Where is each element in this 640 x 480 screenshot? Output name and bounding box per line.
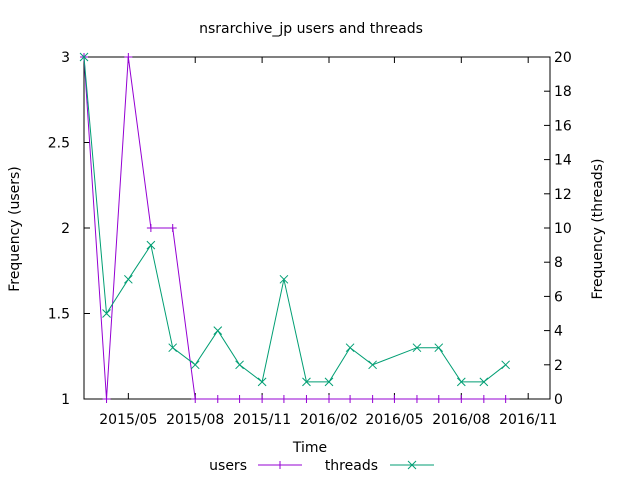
x-tick-label: 2016/05 xyxy=(365,412,423,428)
data-point-users xyxy=(102,395,111,403)
y-right-tick-label: 18 xyxy=(554,84,572,100)
legend-marker-users xyxy=(276,461,284,469)
data-point-users xyxy=(501,395,510,403)
data-point-users xyxy=(434,395,443,403)
data-point-threads xyxy=(345,343,355,353)
legend-marker-threads xyxy=(407,460,417,470)
data-point-threads xyxy=(479,377,489,387)
y-right-tick-label: 20 xyxy=(554,50,572,66)
data-point-threads xyxy=(123,274,133,284)
x-axis-label: Time xyxy=(292,440,327,456)
cross-marker-b xyxy=(213,326,223,335)
data-point-threads xyxy=(190,360,200,370)
y-left-axis: 1 1.5 2 2.5 3 xyxy=(48,50,90,408)
cross-marker-b xyxy=(257,377,267,387)
y-right-axis-label: Frequency (threads) xyxy=(590,159,606,300)
y-left-tick-label: 1.5 xyxy=(48,307,70,323)
cross-marker-b xyxy=(102,309,111,318)
data-point-threads xyxy=(79,52,89,62)
cross-marker-b xyxy=(168,343,178,353)
legend-label-users: users xyxy=(209,458,247,474)
data-point-threads xyxy=(279,274,289,284)
legend: users threads xyxy=(209,458,434,474)
data-point-users xyxy=(235,395,244,403)
y-right-axis: 0 2 4 6 8 10 12 14 16 18 20 xyxy=(544,50,572,408)
y-right-tick-label: 16 xyxy=(554,118,572,134)
cross-marker-b xyxy=(368,360,377,370)
data-point-threads xyxy=(501,360,511,370)
data-point-users xyxy=(457,395,466,403)
data-point-threads xyxy=(456,377,466,387)
data-point-threads xyxy=(168,343,178,353)
y-left-axis-label: Frequency (users) xyxy=(7,166,23,292)
data-point-threads xyxy=(257,377,267,387)
y-right-tick-label: 4 xyxy=(554,324,563,340)
x-tick-label: 2015/11 xyxy=(233,412,291,428)
data-point-users xyxy=(191,395,200,403)
data-point-users xyxy=(412,395,421,403)
data-point-users xyxy=(213,395,222,403)
data-point-threads xyxy=(324,377,334,387)
data-point-users xyxy=(302,395,311,403)
y-right-tick-label: 2 xyxy=(554,358,563,374)
legend-label-threads: threads xyxy=(325,458,378,474)
cross-marker-b xyxy=(479,377,489,387)
x-tick-label: 2016/08 xyxy=(432,412,490,428)
y-left-tick-label: 1 xyxy=(61,392,70,408)
y-right-tick-label: 6 xyxy=(554,289,563,305)
data-point-users xyxy=(146,224,155,232)
x-tick-label: 2015/08 xyxy=(166,412,224,428)
y-left-tick-label: 2.5 xyxy=(48,136,70,152)
data-point-threads xyxy=(302,377,311,387)
y-left-tick-label: 2 xyxy=(61,221,70,237)
series-layer xyxy=(79,52,511,403)
cross-marker-b xyxy=(407,460,417,470)
data-point-threads xyxy=(213,326,223,335)
cross-marker-b xyxy=(456,377,466,387)
data-point-users xyxy=(346,395,355,403)
y-right-tick-label: 12 xyxy=(554,187,572,203)
data-point-users xyxy=(324,395,333,403)
data-point-threads xyxy=(235,360,244,370)
y-right-tick-label: 10 xyxy=(554,221,572,237)
x-tick-label: 2016/11 xyxy=(499,412,557,428)
cross-marker-b xyxy=(190,360,200,370)
x-tick-label: 2016/02 xyxy=(300,412,358,428)
cross-marker-b xyxy=(501,360,511,370)
chart-title: nsrarchive_jp users and threads xyxy=(199,21,423,37)
cross-marker-b xyxy=(412,343,422,353)
data-point-threads xyxy=(412,343,422,353)
cross-marker-b xyxy=(79,52,89,62)
cross-marker-b xyxy=(345,343,355,353)
x-axis: 2015/05 2015/08 2015/11 2016/02 2016/05 2016/… xyxy=(99,57,557,428)
cross-marker-b xyxy=(324,377,334,387)
data-point-threads xyxy=(146,240,156,250)
y-right-tick-label: 0 xyxy=(554,392,563,408)
cross-marker-b xyxy=(434,343,444,353)
y-right-tick-label: 14 xyxy=(554,153,572,169)
x-tick-label: 2015/05 xyxy=(99,412,157,428)
data-point-users xyxy=(258,395,267,403)
series-line-threads xyxy=(83,56,507,383)
cross-marker-b xyxy=(279,274,289,284)
data-point-users xyxy=(368,395,377,403)
data-point-users xyxy=(168,224,177,232)
cross-marker-b xyxy=(123,274,133,284)
data-point-users xyxy=(479,395,488,403)
y-left-tick-label: 3 xyxy=(61,50,70,66)
y-right-tick-label: 8 xyxy=(554,255,563,271)
data-point-threads xyxy=(368,360,377,370)
data-point-threads xyxy=(102,309,111,318)
data-point-threads xyxy=(434,343,444,353)
cross-marker-b xyxy=(146,240,156,250)
cross-marker-b xyxy=(302,377,311,387)
cross-marker-b xyxy=(235,360,244,370)
data-point-users xyxy=(279,395,288,403)
data-point-users xyxy=(124,53,133,61)
data-point-users xyxy=(390,395,399,403)
